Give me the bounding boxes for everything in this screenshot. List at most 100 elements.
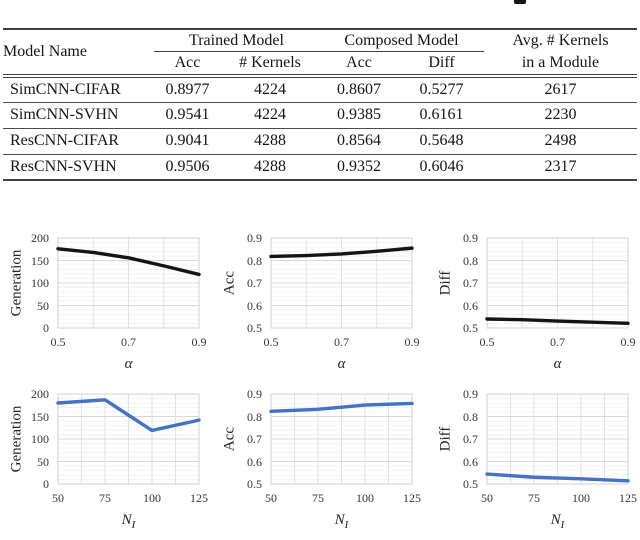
y-axis-title: Diff xyxy=(437,270,454,296)
x-axis-title: α xyxy=(553,356,562,372)
y-tick-label: 200 xyxy=(31,231,49,245)
results-table-wrapper: Model Name Trained Model Composed Model … xyxy=(3,28,637,181)
value-cell: 4288 xyxy=(254,132,286,149)
x-axis-title: NI xyxy=(550,512,565,531)
results-table: Model Name Trained Model Composed Model … xyxy=(3,28,637,181)
value-cell: 0.8977 xyxy=(165,80,210,98)
y-tick-label: 150 xyxy=(31,253,49,268)
y-tick-label: 100 xyxy=(31,432,49,446)
column-header-avg-kernels: Avg. # Kernels in a Module xyxy=(484,29,637,76)
y-tick-label: 0.6 xyxy=(463,454,478,469)
value-cell: 0.5277 xyxy=(419,80,464,98)
results-table-body: SimCNN-CIFAR 0.8977 4224 0.8607 0.5277 2617 Si… xyxy=(3,76,637,180)
avg-kernels-line2: in a Module xyxy=(521,54,600,71)
x-axis-title: NI xyxy=(334,512,349,531)
y-tick-label: 0.7 xyxy=(247,432,262,446)
value-cell: 2498 xyxy=(544,132,577,149)
y-tick-label: 0.8 xyxy=(247,253,262,268)
y-tick-label: 0.5 xyxy=(463,477,478,491)
value-cell: 4224 xyxy=(254,80,286,98)
x-tick-label: 100 xyxy=(356,491,374,505)
data-series-line xyxy=(269,246,414,259)
x-tick-label: 0.5 xyxy=(263,335,279,349)
x-tick-label: 0.5 xyxy=(50,335,66,349)
y-tick-label: 0 xyxy=(43,477,49,491)
column-header-trained-kernels: # Kernels xyxy=(239,54,301,72)
x-tick-label: 100 xyxy=(143,491,161,505)
x-tick-label: 125 xyxy=(403,491,421,505)
avg-kernels-line1: Avg. # Kernels xyxy=(512,32,609,49)
chart-diff-vs-alpha: 0.5 0.6 0.7 0.8 0.9 0.5 0.7 0.9 Diff α xyxy=(429,215,640,373)
y-tick-label: 0.5 xyxy=(247,321,262,335)
x-tick-label: 0.7 xyxy=(334,335,349,349)
y-tick-label: 0.6 xyxy=(463,298,478,313)
y-tick-label: 50 xyxy=(37,298,49,313)
y-tick-label: 0.6 xyxy=(247,454,262,469)
column-group-trained-model: Trained Model xyxy=(154,29,319,53)
value-cell: 0.9385 xyxy=(337,106,381,123)
plot-area xyxy=(269,237,414,329)
x-tick-label: 75 xyxy=(99,491,111,505)
y-axis-title: Acc xyxy=(221,426,238,452)
y-tick-label: 0.7 xyxy=(247,276,262,290)
x-tick-label: 75 xyxy=(312,491,324,505)
value-cell: 0.9541 xyxy=(165,106,210,123)
x-tick-label: 125 xyxy=(619,491,637,505)
plot-area xyxy=(269,393,414,485)
y-tick-label: 0.5 xyxy=(247,477,262,491)
table-row: ResCNN-SVHN 0.9506 4288 0.9352 0.6046 2317 xyxy=(3,154,637,180)
y-tick-label: 0.7 xyxy=(463,276,478,290)
x-tick-label: 50 xyxy=(481,491,493,505)
model-name-cell: SimCNN-SVHN xyxy=(10,106,119,123)
plot-area xyxy=(56,237,201,329)
model-name-cell: SimCNN-CIFAR xyxy=(10,80,121,98)
y-tick-label: 0.5 xyxy=(463,321,478,335)
x-tick-label: 0.7 xyxy=(121,335,136,349)
y-tick-label: 150 xyxy=(31,409,49,424)
y-tick-label: 100 xyxy=(31,276,49,290)
column-header-composed-diff: Diff xyxy=(428,54,455,72)
data-series-line xyxy=(269,401,414,414)
column-group-composed-model: Composed Model xyxy=(319,29,484,53)
x-axis-title: α xyxy=(124,356,133,372)
value-cell: 0.9506 xyxy=(165,157,210,175)
table-row: SimCNN-SVHN 0.9541 4224 0.9385 0.6161 2230 xyxy=(3,102,637,128)
y-tick-label: 0.8 xyxy=(247,409,262,424)
y-tick-label: 0.8 xyxy=(463,409,478,424)
y-tick-label: 0.9 xyxy=(463,387,478,401)
plot-area xyxy=(485,237,630,329)
x-axis-title: NI xyxy=(121,512,136,531)
chart-generation-vs-alpha: 0 50 100 150 200 0.5 0.7 0.9 Generation α xyxy=(0,215,212,373)
y-tick-label: 0.6 xyxy=(247,298,262,313)
value-cell: 0.6161 xyxy=(419,106,464,123)
y-axis-title: Acc xyxy=(221,270,238,296)
x-tick-label: 0.7 xyxy=(550,335,565,349)
value-cell: 4288 xyxy=(254,157,286,175)
chart-acc-vs-alpha: 0.5 0.6 0.7 0.8 0.9 0.5 0.7 0.9 Acc α xyxy=(213,215,425,373)
x-tick-label: 125 xyxy=(190,491,208,505)
y-axis-title: Generation xyxy=(8,249,25,317)
value-cell: 0.9352 xyxy=(337,157,381,175)
value-cell: 0.5648 xyxy=(419,132,464,149)
data-series-line xyxy=(56,247,201,277)
x-tick-label: 50 xyxy=(265,491,277,505)
x-axis-title: α xyxy=(337,356,346,372)
x-tick-label: 75 xyxy=(528,491,540,505)
value-cell: 4224 xyxy=(254,106,286,123)
value-cell: 2317 xyxy=(544,157,577,175)
column-header-composed-acc: Acc xyxy=(346,54,372,72)
clipped-caption-fragment xyxy=(514,0,526,4)
y-tick-label: 200 xyxy=(31,387,49,401)
plot-area xyxy=(56,393,201,485)
model-name-cell: ResCNN-CIFAR xyxy=(10,132,120,149)
column-header-trained-acc: Acc xyxy=(174,54,201,72)
y-tick-label: 0.9 xyxy=(247,387,262,401)
column-header-model-name: Model Name xyxy=(3,43,87,60)
value-cell: 2230 xyxy=(544,106,577,123)
model-name-cell: ResCNN-SVHN xyxy=(10,157,117,175)
data-series-line xyxy=(485,472,630,483)
table-row: ResCNN-CIFAR 0.9041 4288 0.8564 0.5648 2498 xyxy=(3,128,637,154)
value-cell: 0.8564 xyxy=(337,132,381,149)
y-axis-title: Generation xyxy=(8,405,25,473)
x-tick-label: 100 xyxy=(572,491,590,505)
